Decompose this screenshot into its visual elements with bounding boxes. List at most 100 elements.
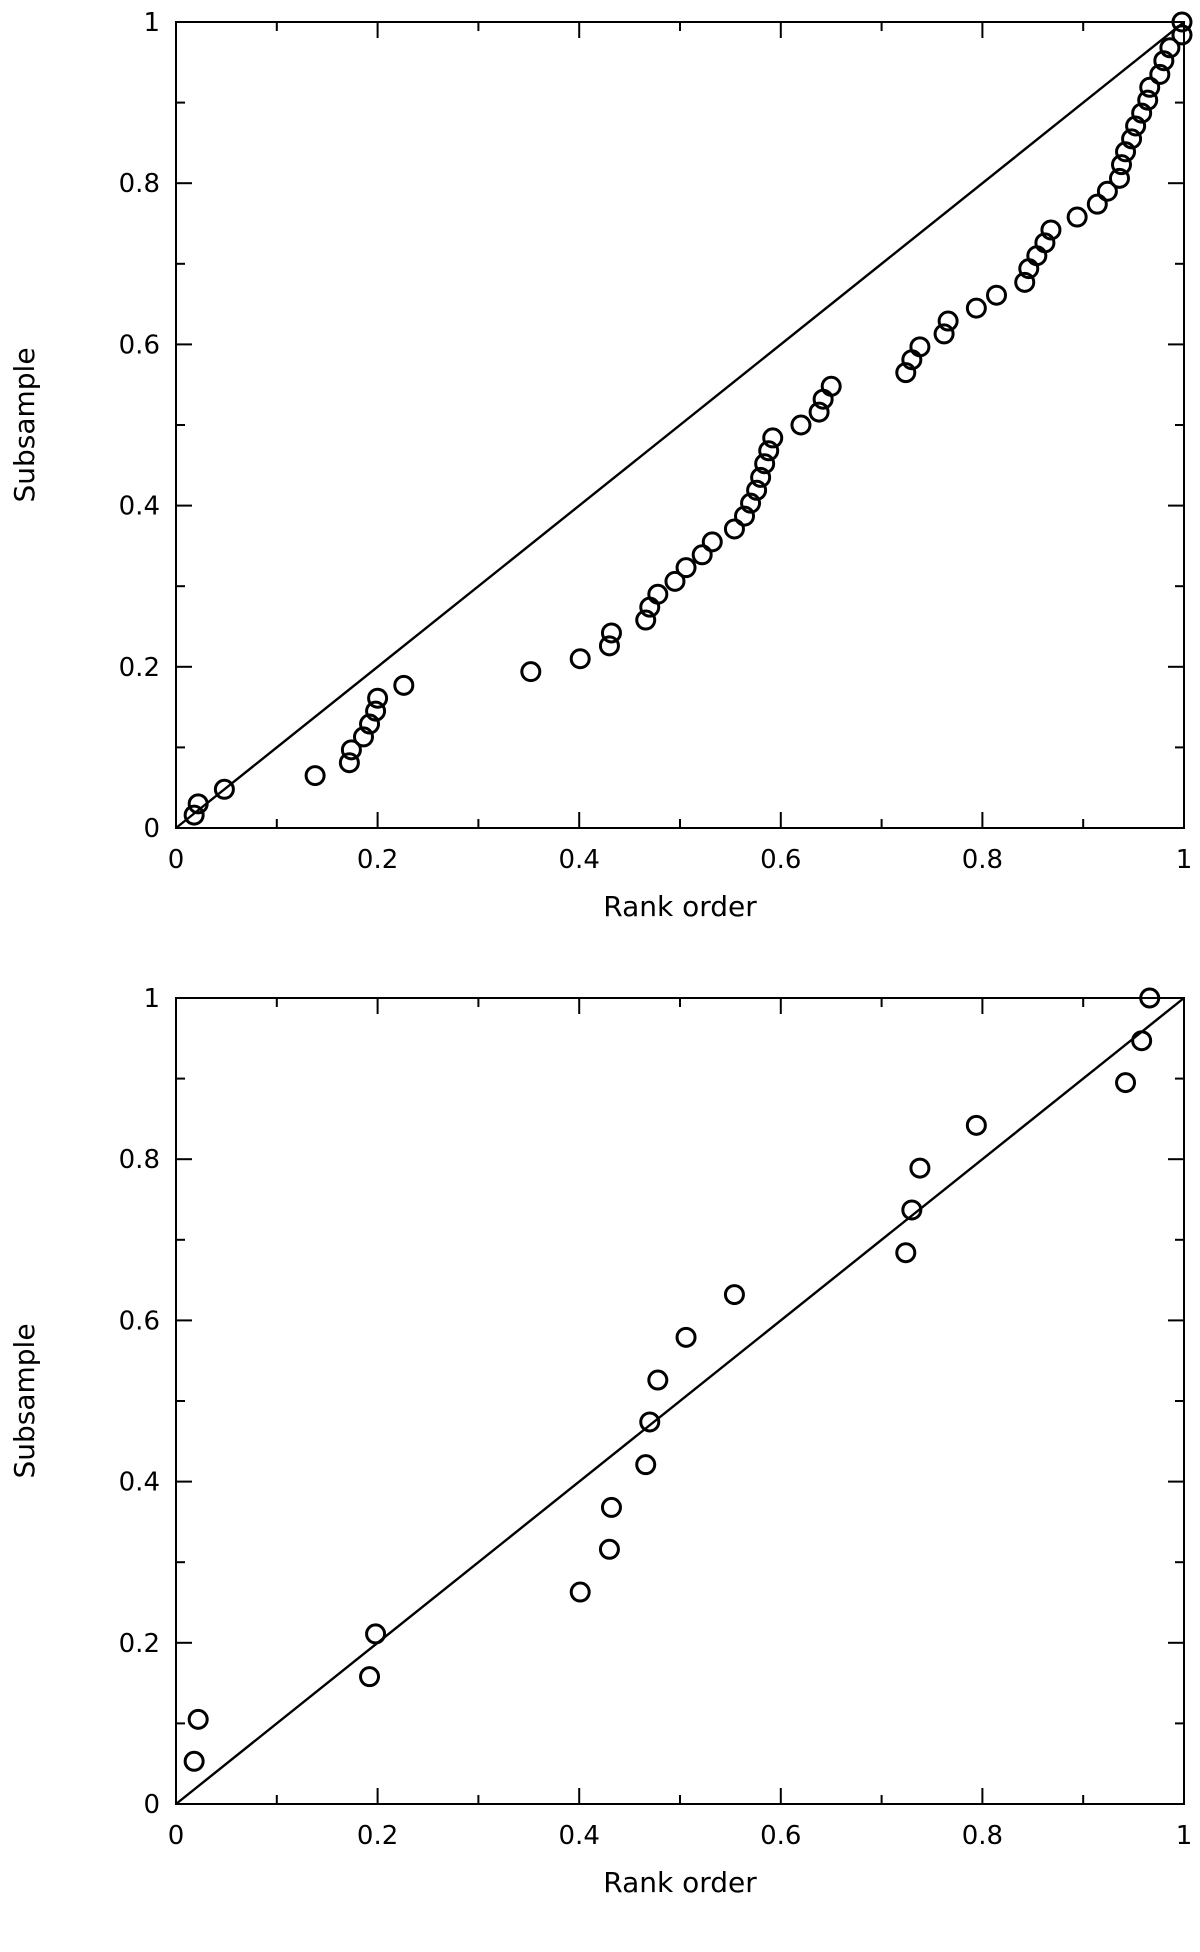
chart-top-x-tick-label: 1: [1176, 845, 1193, 875]
chart-bottom-y-tick-label: 1: [143, 984, 160, 1014]
chart-bottom-data-point: [187, 1708, 209, 1730]
chart-top-data-point: [734, 505, 756, 527]
chart-bottom-y-tick-label: 0.2: [119, 1629, 160, 1659]
chart-top-x-tick-label: 0.8: [962, 845, 1003, 875]
chart-top-data-point: [183, 804, 205, 826]
chart-top-data-point: [1108, 167, 1130, 189]
chart-bottom-data-point: [365, 1623, 387, 1645]
chart-top-data-point: [647, 583, 669, 605]
chart-top-data-point: [790, 414, 812, 436]
chart-bottom-y-tick-label: 0.4: [119, 1468, 160, 1498]
chart-bottom: 0 0.2 0.4 0.6 0.8 1 0 0.2 0.4 0.6 0.8 1 Rank order Su…: [0, 976, 1200, 1952]
chart-top-y-axis-title: Subsample: [8, 347, 41, 502]
chart-top-data-point: [569, 648, 591, 670]
chart-top-y-tick-label: 1: [143, 8, 160, 38]
chart-bottom-x-tick-label: 0: [168, 1821, 185, 1851]
chart-top-data-point: [762, 427, 784, 449]
chart-top-reference-line: [175, 21, 1185, 829]
chart-bottom-x-axis-title: Rank order: [603, 1866, 757, 1899]
chart-top-data-point: [937, 310, 959, 332]
chart-top-data-point: [1014, 271, 1036, 293]
chart-top-data-point: [1149, 63, 1171, 85]
chart-top-data-point: [1111, 154, 1133, 176]
chart-top-data-point: [1066, 206, 1088, 228]
chart-top-data-point: [1115, 141, 1137, 163]
chart-top-data-point: [909, 336, 931, 358]
chart-top-data-point: [1153, 50, 1175, 72]
chart-top-data-point: [600, 622, 622, 644]
chart-bottom-data-point: [895, 1242, 917, 1264]
chart-top-y-tick-label: 0.2: [119, 653, 160, 683]
chart-bottom-data-point: [1131, 1030, 1153, 1052]
chart-bottom-data-point: [359, 1666, 381, 1688]
chart-top-x-tick-label: 0.2: [357, 845, 398, 875]
chart-bottom-data-point: [965, 1114, 987, 1136]
chart-top-data-point: [820, 375, 842, 397]
chart-top-data-point: [723, 518, 745, 540]
chart-top-data-point: [1040, 219, 1062, 241]
chart-top-data-point: [340, 739, 362, 761]
chart-top-data-point: [1125, 115, 1147, 137]
chart-top-data-point: [1139, 76, 1161, 98]
chart-top-data-point: [1131, 102, 1153, 124]
chart-bottom-y-tick-label: 0: [143, 1790, 160, 1820]
chart-bottom-data-point: [647, 1369, 669, 1391]
chart-top-data-point: [1034, 232, 1056, 254]
chart-top-x-tick-label: 0: [168, 845, 185, 875]
chart-bottom-y-tick-label: 0.8: [119, 1145, 160, 1175]
chart-top-data-point: [213, 778, 235, 800]
chart-top-x-axis-title: Rank order: [603, 890, 757, 923]
chart-top-data-point: [754, 453, 776, 475]
chart-top-data-point: [338, 752, 360, 774]
chart-top-data-point: [895, 362, 917, 384]
chart-bottom-data-point: [635, 1454, 657, 1476]
chart-top-data-point: [520, 661, 542, 683]
chart-bottom-data-point: [1139, 987, 1161, 1009]
chart-top-data-point: [352, 726, 374, 748]
chart-top-data-point: [1086, 193, 1108, 215]
chart-bottom-data-point: [639, 1411, 661, 1433]
chart-top-data-point: [986, 284, 1008, 306]
chart-top-data-point: [635, 609, 657, 631]
chart-bottom-data-point: [901, 1199, 923, 1221]
chart-top-data-point: [365, 700, 387, 722]
chart-top-data-point: [304, 765, 326, 787]
chart-top-x-tick-label: 0.6: [760, 845, 801, 875]
chart-top-data-point: [359, 713, 381, 735]
chart-bottom-data-point: [569, 1581, 591, 1603]
chart-top-data-point: [746, 479, 768, 501]
chart-top-data-point: [965, 297, 987, 319]
chart-top-data-point: [808, 401, 830, 423]
chart-top-data-point: [701, 531, 723, 553]
chart-top-plot: 0 0.2 0.4 0.6 0.8 1 0 0.2 0.4 0.6 0.8 1 Rank order Su…: [8, 8, 1193, 923]
chart-top-data-point: [598, 635, 620, 657]
chart-top-data-point: [1171, 24, 1193, 46]
chart-top-y-tick-label: 0.6: [119, 330, 160, 360]
chart-top-data-point: [933, 323, 955, 345]
chart-bottom-data-point: [600, 1496, 622, 1518]
chart-bottom-x-tick-label: 1: [1176, 1821, 1193, 1851]
chart-top-data-point: [367, 687, 389, 709]
chart-top-data-point: [750, 466, 772, 488]
chart-bottom-y-tick-label: 0.6: [119, 1306, 160, 1336]
chart-bottom-x-tick-label: 0.4: [559, 1821, 600, 1851]
chart-bottom-plot: 0 0.2 0.4 0.6 0.8 1 0 0.2 0.4 0.6 0.8 1 Rank order Su…: [8, 984, 1193, 1899]
chart-top-data-point: [691, 544, 713, 566]
chart-bottom-reference-line: [175, 997, 1185, 1805]
chart-top-data-point: [1096, 180, 1118, 202]
chart-top-x-tick-label: 0.4: [559, 845, 600, 875]
chart-bottom-data-point: [1115, 1072, 1137, 1094]
chart-bottom-data-point: [183, 1750, 205, 1772]
chart-top-y-tick-label: 0: [143, 814, 160, 844]
chart-top-y-tick-label: 0.8: [119, 169, 160, 199]
chart-bottom-data-point: [598, 1538, 620, 1560]
chart-top: 0 0.2 0.4 0.6 0.8 1 0 0.2 0.4 0.6 0.8 1 Rank order Su…: [8, 8, 1193, 923]
chart-top-data-point: [675, 557, 697, 579]
chart-top-y-tick-label: 0.4: [119, 492, 160, 522]
chart-top-data-point: [758, 440, 780, 462]
chart-bottom-data-point: [909, 1157, 931, 1179]
chart-bottom-y-axis-title: Subsample: [8, 1323, 41, 1478]
chart-top-data-point: [1171, 11, 1193, 33]
chart-bottom-x-tick-label: 0.2: [357, 1821, 398, 1851]
chart-bottom-x-tick-label: 0.8: [962, 1821, 1003, 1851]
